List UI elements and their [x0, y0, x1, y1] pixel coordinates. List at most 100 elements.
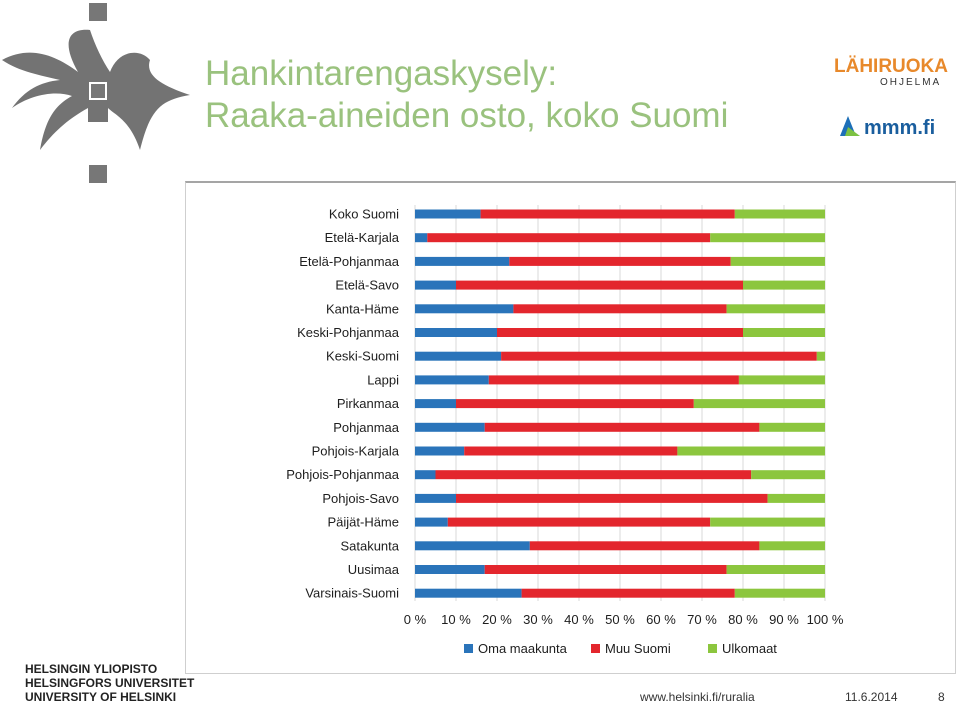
bar-segment [415, 351, 502, 361]
bar-segment [710, 233, 825, 243]
category-label: Koko Suomi [329, 207, 399, 222]
bar-segment [456, 280, 743, 290]
bar-segment [693, 399, 825, 409]
category-label: Keski-Suomi [326, 349, 399, 364]
legend-swatch [708, 644, 717, 653]
bar-segment [726, 565, 825, 574]
category-label: Pohjois-Pohjanmaa [286, 467, 400, 482]
bar-segment [415, 470, 436, 480]
university-flame-logo [2, 3, 190, 183]
legend-swatch [591, 644, 600, 653]
bar-segment [529, 541, 760, 551]
category-label: Etelä-Pohjanmaa [299, 254, 399, 269]
bar-segment [816, 351, 825, 361]
page-number: 8 [938, 690, 945, 704]
x-tick-label: 20 % [482, 612, 512, 627]
bar-segment [415, 256, 510, 266]
bar-segment [415, 375, 489, 385]
category-label: Pohjois-Savo [322, 491, 399, 506]
bar-segment [415, 541, 530, 551]
category-label: Uusimaa [348, 562, 400, 577]
mmm-logo-text: mmm.fi [864, 117, 935, 139]
bar-segment [677, 446, 825, 456]
bar-segment [734, 588, 825, 598]
bar-segment [730, 256, 825, 266]
bar-segment [513, 304, 727, 314]
bar-segment [415, 280, 456, 290]
bar-segment [415, 209, 481, 219]
footer-url: www.helsinki.fi/ruralia [640, 690, 755, 704]
lahiruoka-logo-subtext: OHJELMA [880, 77, 941, 88]
x-tick-label: 50 % [605, 612, 635, 627]
bar-segment [480, 209, 735, 219]
x-tick-label: 40 % [564, 612, 594, 627]
bar-segment [767, 493, 825, 503]
bar-segment [415, 304, 514, 314]
x-tick-label: 60 % [646, 612, 676, 627]
bar-segment [415, 233, 428, 243]
legend-swatch [464, 644, 473, 653]
category-label: Kanta-Häme [326, 301, 399, 316]
university-name-sv: HELSINGFORS UNIVERSITET [25, 676, 195, 690]
bar-segment [415, 565, 485, 574]
category-label: Pohjois-Karjala [312, 444, 400, 459]
x-tick-label: 0 % [404, 612, 427, 627]
x-tick-label: 70 % [687, 612, 717, 627]
bar-segment [464, 446, 678, 456]
legend-label: Oma maakunta [478, 641, 568, 656]
slide-subtitle: Raaka-aineiden osto, koko Suomi [205, 96, 729, 135]
mmm-logo: mmm.fi [840, 116, 935, 139]
x-tick-label: 80 % [728, 612, 758, 627]
bar-segment [447, 517, 711, 527]
lahiruoka-logo-text: LÄHIRUOKA [834, 56, 948, 77]
x-tick-label: 90 % [769, 612, 799, 627]
bar-segment [743, 328, 825, 337]
legend-label: Muu Suomi [605, 641, 671, 656]
bar-segment [734, 209, 825, 219]
bar-segment [435, 470, 752, 480]
bar-segment [415, 399, 456, 409]
bar-segment [456, 399, 694, 409]
stacked-bar-chart: Koko Suomi Etelä-Karjala Etelä-Pohjanmaa Et… [286, 205, 844, 656]
category-label: Keski-Pohjanmaa [297, 325, 400, 340]
bar-segment [710, 517, 825, 527]
bar-segment [743, 280, 825, 290]
category-label: Etelä-Savo [335, 278, 399, 293]
category-label: Pirkanmaa [337, 396, 400, 411]
bar-segment [759, 422, 825, 432]
bar-segment [738, 375, 825, 385]
x-tick-label: 10 % [441, 612, 471, 627]
bar-segment [488, 375, 739, 385]
chart-panel: Koko Suomi Etelä-Karjala Etelä-Pohjanmaa Et… [185, 181, 956, 674]
bar-segment [415, 446, 465, 456]
category-label: Päijät-Häme [327, 515, 399, 530]
bar-segment [415, 422, 485, 432]
footer-date: 11.6.2014 [845, 690, 898, 704]
university-name-fi: HELSINGIN YLIOPISTO [25, 662, 158, 676]
bar-segment [509, 256, 731, 266]
category-label: Satakunta [340, 538, 399, 553]
bar-segment [456, 493, 768, 503]
bar-segment [751, 470, 825, 480]
category-label: Pohjanmaa [333, 420, 400, 435]
category-label: Etelä-Karjala [325, 230, 400, 245]
category-label: Varsinais-Suomi [305, 586, 399, 601]
bar-segment [521, 588, 735, 598]
slide-title: Hankintarengaskysely: [205, 54, 558, 93]
bar-segment [415, 328, 497, 337]
bar-segment [484, 565, 727, 574]
university-name-en: UNIVERSITY OF HELSINKI [25, 690, 177, 704]
bar-segment [415, 517, 448, 527]
lahiruoka-logo: LÄHIRUOKA OHJELMA [834, 56, 948, 88]
bar-segment [759, 541, 825, 551]
bar-segment [726, 304, 825, 314]
x-tick-label: 100 % [807, 612, 844, 627]
bar-segment [415, 493, 456, 503]
bar-segment [415, 588, 522, 598]
legend-label: Ulkomaat [722, 641, 777, 656]
bar-segment [427, 233, 711, 243]
university-wordmark: HELSINGIN YLIOPISTO HELSINGFORS UNIVERSI… [25, 662, 194, 704]
bar-segment [484, 422, 760, 432]
bar-segment [501, 351, 817, 361]
bar-segment [497, 328, 743, 337]
